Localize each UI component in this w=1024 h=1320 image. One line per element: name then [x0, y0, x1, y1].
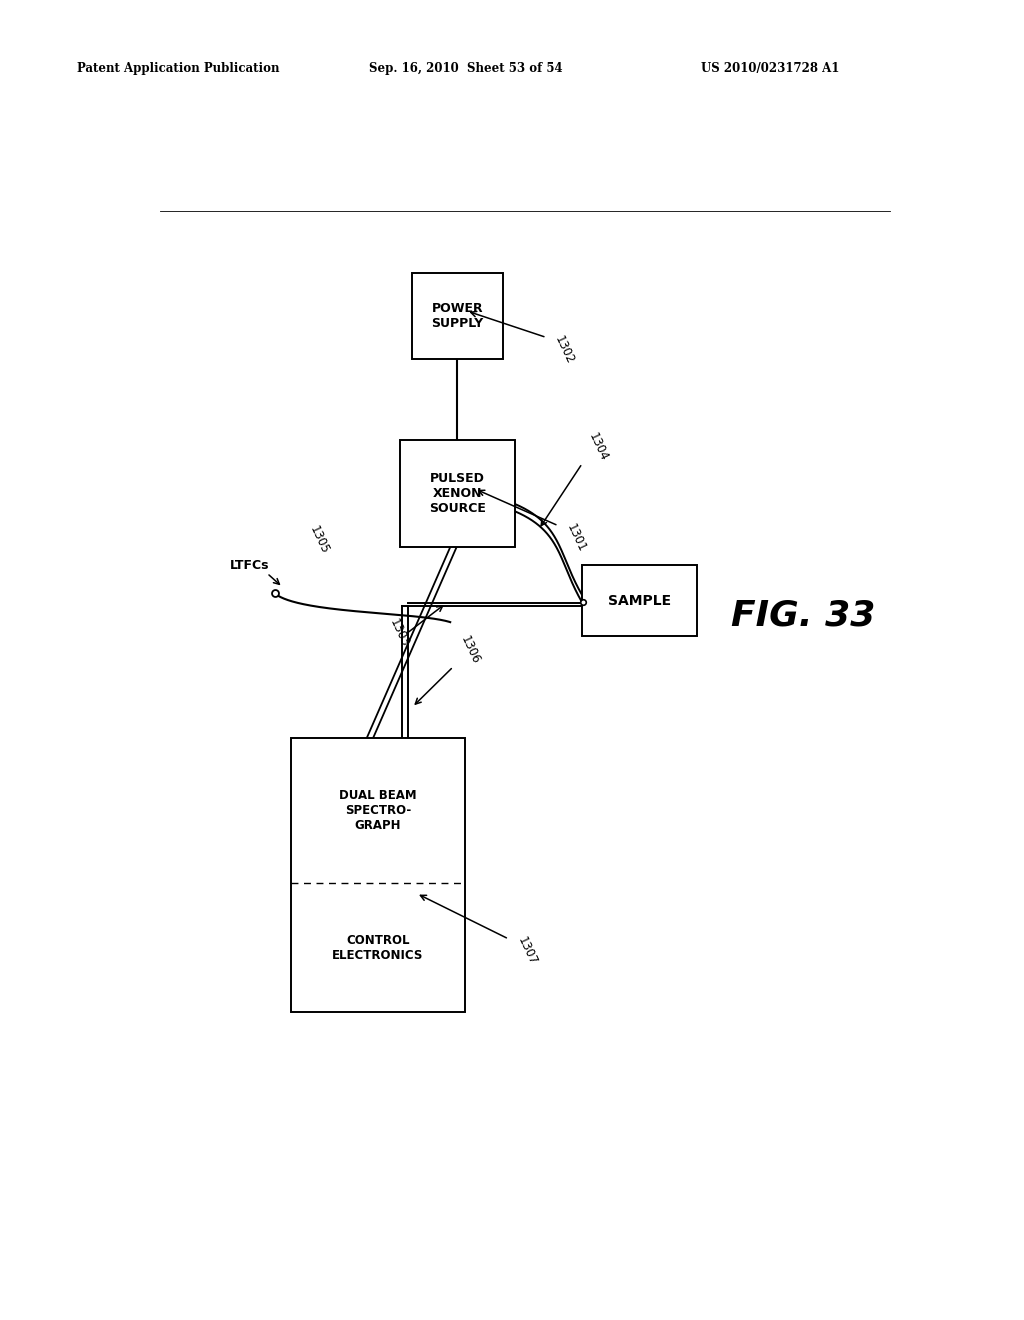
Text: Patent Application Publication: Patent Application Publication	[77, 62, 280, 75]
Text: DUAL BEAM
SPECTRO-
GRAPH: DUAL BEAM SPECTRO- GRAPH	[339, 789, 417, 832]
Text: Sep. 16, 2010  Sheet 53 of 54: Sep. 16, 2010 Sheet 53 of 54	[369, 62, 562, 75]
Text: CONTROL
ELECTRONICS: CONTROL ELECTRONICS	[333, 933, 424, 962]
Bar	[583, 565, 697, 636]
Text: 1307: 1307	[514, 935, 539, 968]
Bar	[399, 441, 515, 548]
Bar	[412, 273, 503, 359]
Text: LTFCs: LTFCs	[229, 560, 269, 572]
Text: 1306: 1306	[458, 634, 482, 667]
Text: POWER
SUPPLY: POWER SUPPLY	[431, 302, 483, 330]
Text: PULSED
XENON
SOURCE: PULSED XENON SOURCE	[429, 473, 485, 515]
Text: US 2010/0231728 A1: US 2010/0231728 A1	[701, 62, 840, 75]
Bar	[291, 738, 465, 1012]
Text: SAMPLE: SAMPLE	[608, 594, 672, 607]
Text: FIG. 33: FIG. 33	[731, 599, 876, 632]
Text: 1304: 1304	[587, 430, 610, 463]
Text: 1301: 1301	[564, 521, 589, 554]
Text: 1303: 1303	[387, 616, 411, 648]
Text: 1305: 1305	[306, 524, 331, 556]
Text: 1302: 1302	[552, 334, 577, 366]
